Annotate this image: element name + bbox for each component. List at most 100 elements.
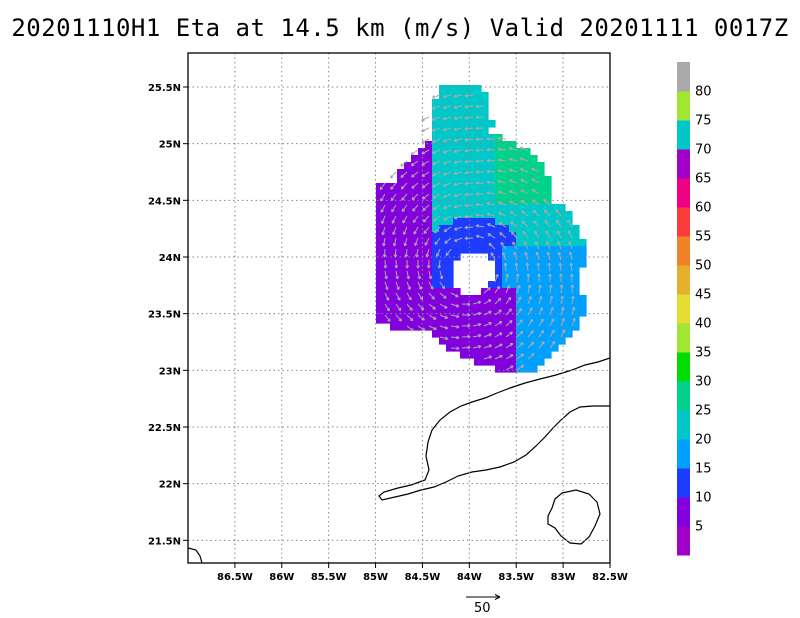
wind-vector-arrow [421, 127, 430, 133]
field-cell [530, 302, 538, 310]
wind-vector-arrow [453, 116, 463, 121]
field-cell [495, 218, 503, 226]
field-cell [460, 337, 468, 345]
field-cell [467, 113, 475, 121]
field-cell [474, 316, 482, 324]
field-cell [439, 316, 447, 324]
field-cell [460, 246, 468, 254]
field-cell [446, 232, 454, 240]
field-cell [397, 309, 405, 317]
field-cell [432, 302, 440, 310]
field-cell [460, 176, 468, 184]
field-cell [411, 260, 419, 268]
field-cell [516, 183, 524, 191]
field-cell [481, 351, 489, 359]
wind-vector-arrow [516, 307, 523, 316]
field-cell [439, 106, 447, 114]
field-cell [474, 99, 482, 107]
field-cell [509, 358, 517, 366]
field-cell [439, 260, 447, 268]
wind-vector-arrow [384, 292, 390, 301]
field-cell [530, 337, 538, 345]
field-cell [383, 316, 391, 324]
wind-vector-arrow [486, 201, 496, 206]
field-cell [530, 281, 538, 289]
wind-vector-arrow [464, 137, 474, 142]
field-cell [404, 211, 412, 219]
wind-vector-arrow [549, 340, 556, 349]
field-cell [446, 302, 454, 310]
wind-vector-arrow [475, 104, 485, 109]
field-cell [537, 337, 545, 345]
field-cell [495, 323, 503, 331]
field-cell [446, 260, 454, 268]
field-cell [488, 330, 496, 338]
field-cell [418, 148, 426, 156]
field-cell [404, 260, 412, 268]
field-cell [495, 169, 503, 177]
wind-vector-arrow [557, 251, 562, 261]
field-cell [488, 134, 496, 142]
wind-vector-arrow [494, 321, 503, 327]
field-cell [390, 316, 398, 324]
field-cell [390, 274, 398, 282]
field-cell [383, 183, 391, 191]
field-cell [544, 183, 552, 191]
field-cell [453, 155, 461, 163]
wind-vector-arrow [390, 193, 397, 202]
wind-vector-arrow [505, 342, 514, 349]
field-cell [530, 323, 538, 331]
field-cell [537, 225, 545, 233]
wind-vector-arrow [400, 160, 408, 167]
wind-vector-arrow [546, 241, 551, 250]
field-cell [376, 190, 384, 198]
wind-vector-arrow [571, 306, 576, 316]
field-cell [474, 218, 482, 226]
field-cell [523, 176, 531, 184]
field-cell [481, 295, 489, 303]
wind-vector-arrow [532, 199, 540, 206]
field-cell [551, 253, 559, 261]
field-cell [481, 239, 489, 247]
wind-vector-arrow [497, 179, 507, 184]
wind-vector-arrow [422, 204, 430, 211]
field-cell [439, 120, 447, 128]
wind-vector-arrow [483, 321, 492, 327]
wind-vector-arrow [483, 355, 493, 360]
field-cell [523, 204, 531, 212]
field-cell [397, 169, 405, 177]
field-cell [425, 295, 433, 303]
wind-vector-arrow [527, 330, 534, 338]
field-cell [488, 218, 496, 226]
cuba-coastline [378, 357, 610, 501]
wind-vector-arrow [453, 149, 463, 154]
wind-vector-arrow [513, 251, 518, 261]
field-cell [439, 288, 447, 296]
wind-vector-arrow [453, 226, 463, 231]
field-cell [446, 120, 454, 128]
wind-vector-arrow [402, 226, 408, 235]
field-cell [432, 267, 440, 275]
x-tick-label: 83.5W [498, 572, 534, 583]
field-cell [376, 183, 384, 191]
wind-vector-arrow [439, 281, 446, 290]
field-cell [376, 232, 384, 240]
isla-de-la-juventud-coastline [547, 489, 601, 545]
field-cell [544, 225, 552, 233]
field-cell [418, 274, 426, 282]
reference-vector-label: 50 [474, 601, 491, 616]
field-cell [460, 190, 468, 198]
field-cell [453, 148, 461, 156]
field-cell [446, 162, 454, 170]
wind-vector-arrow [439, 314, 448, 319]
wind-vector-arrow [464, 94, 474, 98]
field-cell [439, 190, 447, 198]
field-cell [530, 232, 538, 240]
wind-vector-arrow [497, 158, 507, 162]
wind-vector-arrow [503, 262, 508, 272]
wind-vector-arrow [428, 281, 434, 290]
field-cell [411, 288, 419, 296]
field-cell [376, 295, 384, 303]
field-cell [376, 197, 384, 205]
field-cell [474, 337, 482, 345]
